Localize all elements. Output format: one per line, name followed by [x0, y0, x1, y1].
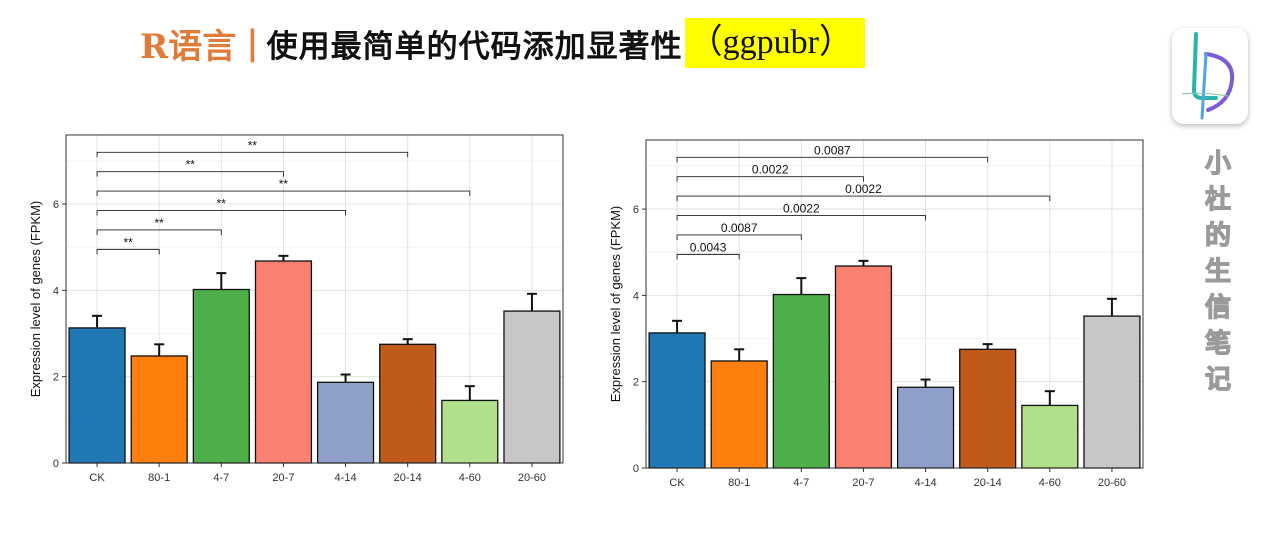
- bar-CK: [68, 327, 126, 464]
- y-tick-label: 2: [53, 372, 59, 384]
- x-tick-label: 20-14: [974, 477, 1002, 489]
- bar-80-1: [710, 360, 768, 469]
- bar-4-60: [1021, 404, 1079, 469]
- x-tick-label: 80-1: [728, 477, 750, 489]
- bar-4-14: [896, 386, 955, 469]
- x-tick-label: CK: [89, 472, 105, 484]
- significance-bracket: [96, 171, 284, 177]
- y-tick-label: 6: [633, 204, 639, 216]
- panel-border: [65, 134, 564, 464]
- x-tick-label: CK: [669, 477, 685, 489]
- y-tick-label: 4: [633, 290, 639, 302]
- y-axis-label: Expression level of genes (FPKM): [28, 201, 43, 398]
- x-tick-label: 80-1: [148, 472, 170, 484]
- significance-bracket: [676, 234, 802, 240]
- bar-chart-right: 0.0043 0.0087 0.0022 0.0022 0.0022 0.0087 0 2 4 6…: [608, 139, 1144, 489]
- x-tick-label: 4-14: [915, 477, 937, 489]
- y-tick-label: 0: [53, 458, 59, 470]
- significance-bracket: [96, 151, 409, 158]
- significance-label: 0.0087: [814, 143, 851, 157]
- x-tick-label: 4-14: [335, 472, 357, 484]
- panel-border: [645, 139, 1144, 469]
- x-tick-label: 20-60: [518, 472, 546, 484]
- bar-20-14: [959, 348, 1017, 469]
- bar-20-60: [1083, 315, 1141, 469]
- logo-ld-icon: [1181, 32, 1235, 120]
- x-tick-label: 20-7: [272, 472, 294, 484]
- significance-label: 0.0022: [845, 182, 882, 196]
- bar-chart-left: ** ** ** ** ** ** 0 2 4 6 CK 80-1 4-7 20-7 4-14 20-14 4-…: [28, 134, 564, 484]
- x-tick-label: 4-60: [1039, 477, 1061, 489]
- bar-20-7: [834, 265, 893, 469]
- author-watermark: 小杜的生信笔记: [1196, 146, 1240, 398]
- bar-CK: [648, 332, 706, 469]
- logo-badge: [1172, 28, 1248, 124]
- significance-label: **: [217, 197, 227, 211]
- author-char: 笔: [1204, 328, 1231, 359]
- bar-20-14: [379, 343, 437, 464]
- bar-4-60: [441, 399, 499, 464]
- author-char: 生: [1204, 256, 1231, 287]
- bar-20-60: [503, 310, 561, 464]
- y-tick-label: 0: [633, 463, 639, 475]
- title-package-highlight: （ggpubr）: [684, 18, 865, 68]
- author-char: 记: [1204, 364, 1231, 395]
- significance-label: 0.0022: [752, 163, 789, 177]
- title-main: 使用最简单的代码添加显著性: [266, 28, 683, 65]
- x-tick-label: 20-7: [852, 477, 874, 489]
- significance-bracket: [676, 195, 1051, 202]
- significance-bracket: [676, 253, 740, 260]
- significance-label: 0.0087: [721, 221, 758, 235]
- bar-80-1: [130, 355, 188, 464]
- significance-label: 0.0022: [783, 202, 820, 216]
- significance-bracket: [676, 215, 927, 221]
- significance-bracket: [676, 176, 864, 182]
- y-tick-label: 6: [53, 199, 59, 211]
- author-char: 的: [1204, 220, 1231, 251]
- significance-label: 0.0043: [690, 240, 727, 254]
- bar-4-14: [316, 381, 375, 464]
- bar-4-7: [772, 293, 830, 469]
- author-char: 信: [1204, 292, 1231, 323]
- y-tick-label: 2: [633, 377, 639, 389]
- y-tick-label: 4: [53, 285, 59, 297]
- slide-title: R语言 | 使用最简单的代码添加显著性 （ggpubr）: [140, 16, 865, 70]
- significance-bracket: [96, 190, 471, 197]
- significance-bracket: [96, 229, 222, 235]
- title-lang: R语言: [140, 26, 237, 67]
- y-axis-label: Expression level of genes (FPKM): [608, 206, 623, 403]
- significance-label: **: [123, 235, 133, 249]
- author-char: 小: [1204, 148, 1231, 179]
- x-tick-label: 4-7: [793, 477, 809, 489]
- significance-bracket: [96, 210, 347, 216]
- x-tick-label: 4-7: [213, 472, 229, 484]
- author-char: 杜: [1204, 184, 1231, 215]
- bar-4-7: [192, 288, 250, 464]
- title-separator: |: [246, 23, 259, 63]
- significance-label: **: [155, 216, 165, 230]
- x-tick-label: 20-14: [394, 472, 422, 484]
- significance-label: **: [186, 158, 196, 172]
- x-tick-label: 4-60: [459, 472, 481, 484]
- significance-label: **: [248, 138, 258, 152]
- x-tick-label: 20-60: [1098, 477, 1126, 489]
- bar-20-7: [254, 260, 313, 464]
- significance-label: **: [279, 177, 289, 191]
- significance-bracket: [96, 248, 160, 255]
- significance-bracket: [676, 156, 989, 163]
